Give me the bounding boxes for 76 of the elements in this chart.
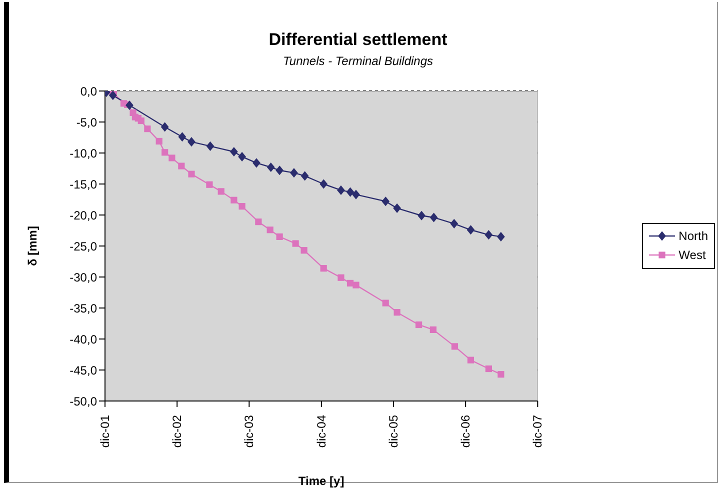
point [138,117,144,124]
chart-subtitle: Tunnels - Terminal Buildings [282,54,434,68]
x-tick-label: dic-01 [98,414,112,448]
point [352,190,360,200]
legend-label: North [678,229,708,243]
point [276,233,283,240]
point [382,196,390,206]
point [230,147,238,156]
point [320,265,327,272]
x-tick-label: dic-06 [458,414,473,448]
point [418,211,426,220]
point [320,180,328,188]
point [161,122,169,132]
point [178,162,185,170]
point [497,232,505,242]
point [394,309,400,316]
y-tick-label: -45,0 [70,363,98,378]
y-tick-label: -25,0 [70,239,98,254]
point [188,170,195,178]
y-tick-label: -40,0 [70,332,98,346]
point [168,154,176,162]
point [267,162,275,172]
point [206,181,213,188]
point [467,356,474,364]
point [230,196,238,204]
y-tick-label: -20,0 [70,208,98,222]
point [178,132,186,142]
point [346,188,354,197]
point [393,204,401,213]
point [292,240,299,247]
point [301,171,309,180]
point [466,225,475,234]
point [498,371,504,378]
point [276,166,284,175]
point [218,188,224,195]
x-tick-label: dic-04 [314,414,328,448]
y-tick-label: -10,0 [70,146,98,160]
y-tick-label: -5,0 [76,115,98,130]
y-tick-label: -30,0 [70,270,98,284]
point [382,300,389,306]
point [485,365,492,372]
y-tick-label: -35,0 [70,301,98,316]
point [290,168,298,178]
point [415,321,422,328]
y-tick-label: -50,0 [70,394,98,408]
x-tick-label: dic-02 [170,414,184,448]
point [206,142,214,151]
point [300,247,308,254]
point [156,138,162,145]
point [338,274,344,281]
x-axis-title: Time [y] [298,474,344,488]
point [162,149,168,156]
point [126,100,134,110]
y-axis-title: δ [mm] [25,226,40,266]
point [337,186,345,195]
point [430,326,436,333]
point [109,91,117,100]
chart-title: Differential settlement [268,30,448,50]
point [266,226,274,234]
point [188,137,196,146]
x-tick-label: dic-03 [242,414,256,448]
x-tick-label: dic-07 [530,414,545,448]
point [255,218,262,226]
point [252,158,260,168]
x-tick-label: dic-05 [386,414,401,448]
point [451,343,458,350]
y-tick-label: -15,0 [70,177,98,192]
legend-label: West [678,248,706,262]
point [484,230,492,240]
point [430,212,438,222]
point [450,219,458,228]
point [144,126,151,132]
point [238,152,246,162]
point [352,282,360,288]
y-tick-label: 0,0 [80,84,98,98]
point [238,203,246,210]
